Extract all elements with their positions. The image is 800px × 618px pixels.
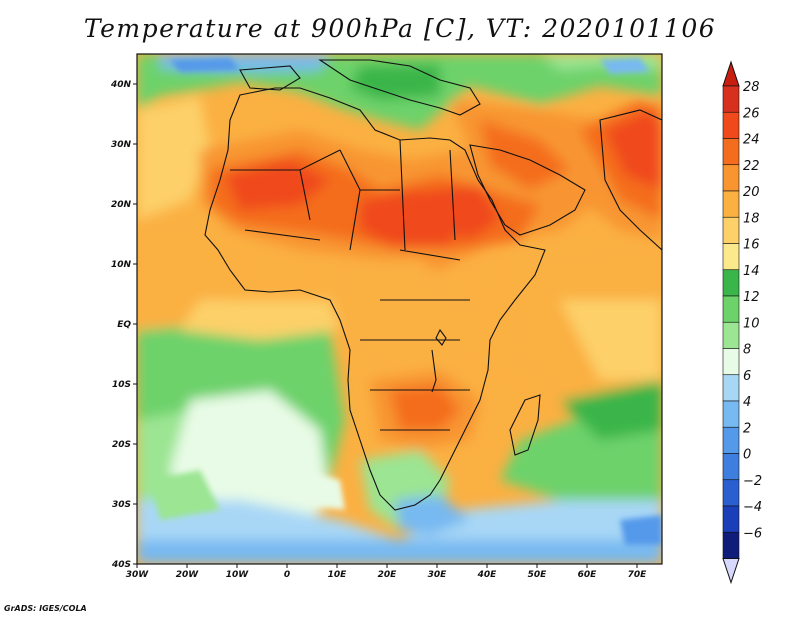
colorbar-label: 16 [743,238,760,253]
colorbar-swatch [722,164,740,192]
colorbar-label: 10 [743,316,760,331]
lat-tick-label: 30S [112,500,131,510]
lon-tick-label: 60E [578,570,598,580]
colorbar-label: 22 [743,159,760,174]
lat-tick-label: 40S [111,560,131,570]
colorbar-label: 28 [743,80,760,95]
lat-tick-label: 10S [112,380,131,390]
colorbar-swatch [722,453,740,481]
colorbar-label: 26 [743,106,760,121]
lon-tick-label: 50E [528,570,548,580]
colorbar-label: −6 [743,526,762,541]
colorbar-swatch [722,321,740,349]
colorbar-label: 4 [743,395,751,410]
coastline-outline [204,59,662,511]
colorbar-swatch [722,190,740,218]
lon-tick-label: 70E [628,570,648,580]
lon-tick-label: 30W [126,570,150,580]
colorbar-swatch [722,295,740,323]
temperature-field [137,54,662,564]
lon-tick-label: 20E [378,570,398,580]
colorbar-swatch [722,374,740,402]
lon-tick-label: 30E [428,570,448,580]
colorbar-swatch [722,400,740,428]
colorbar-swatch [722,216,740,244]
colorbar-label: 12 [743,290,760,305]
colorbar-label: −2 [743,474,762,489]
lat-tick-label: 20N [111,200,132,210]
lat-tick-label: 30N [111,140,132,150]
map-frame [136,53,663,565]
colorbar-under-arrow [722,558,740,585]
colorbar-label: 24 [743,133,760,148]
colorbar-label: 20 [743,185,760,200]
colorbar-swatch [722,426,740,454]
colorbar-swatch [722,348,740,376]
colorbar-label: 8 [743,343,751,358]
lon-tick-label: 40E [477,570,498,580]
colorbar-swatch [722,269,740,297]
grads-credit: GrADS: IGES/COLA [4,604,87,613]
lon-tick-label: 10W [226,570,250,580]
lon-tick-label: 20W [176,570,200,580]
colorbar-label: 6 [743,369,751,384]
colorbar-label: 2 [743,421,751,436]
lat-tick-label: 40N [110,80,132,90]
lat-tick-label: 10N [111,260,132,270]
lat-tick-label: EQ [117,320,131,330]
colorbar-over-arrow [722,60,740,87]
colorbar-label: 14 [743,264,760,279]
latitude-axis: 40N 30N 20N 10N EQ 10S 20S 30S 40S [110,80,137,570]
colorbar-swatch [722,479,740,507]
colorbar-swatch [722,111,740,139]
lon-tick-label: 10E [328,570,348,580]
longitude-axis: 30W 20W 10W 0 10E 20E 30E 40E 50E 60E 70E [126,564,647,580]
colorbar-swatch [722,85,740,113]
lon-tick-label: 0 [284,570,290,580]
lat-tick-label: 20S [112,440,131,450]
colorbar-label: −4 [743,500,762,515]
colorbar-swatch [722,138,740,166]
colorbar-swatch [722,505,740,533]
colorbar-swatch [722,243,740,271]
colorbar-label: 18 [743,211,760,226]
colorbar-swatch [722,531,740,559]
map-title: Temperature at 900hPa [C], VT: 202010110… [83,14,717,43]
colorbar-label: 0 [743,448,751,463]
